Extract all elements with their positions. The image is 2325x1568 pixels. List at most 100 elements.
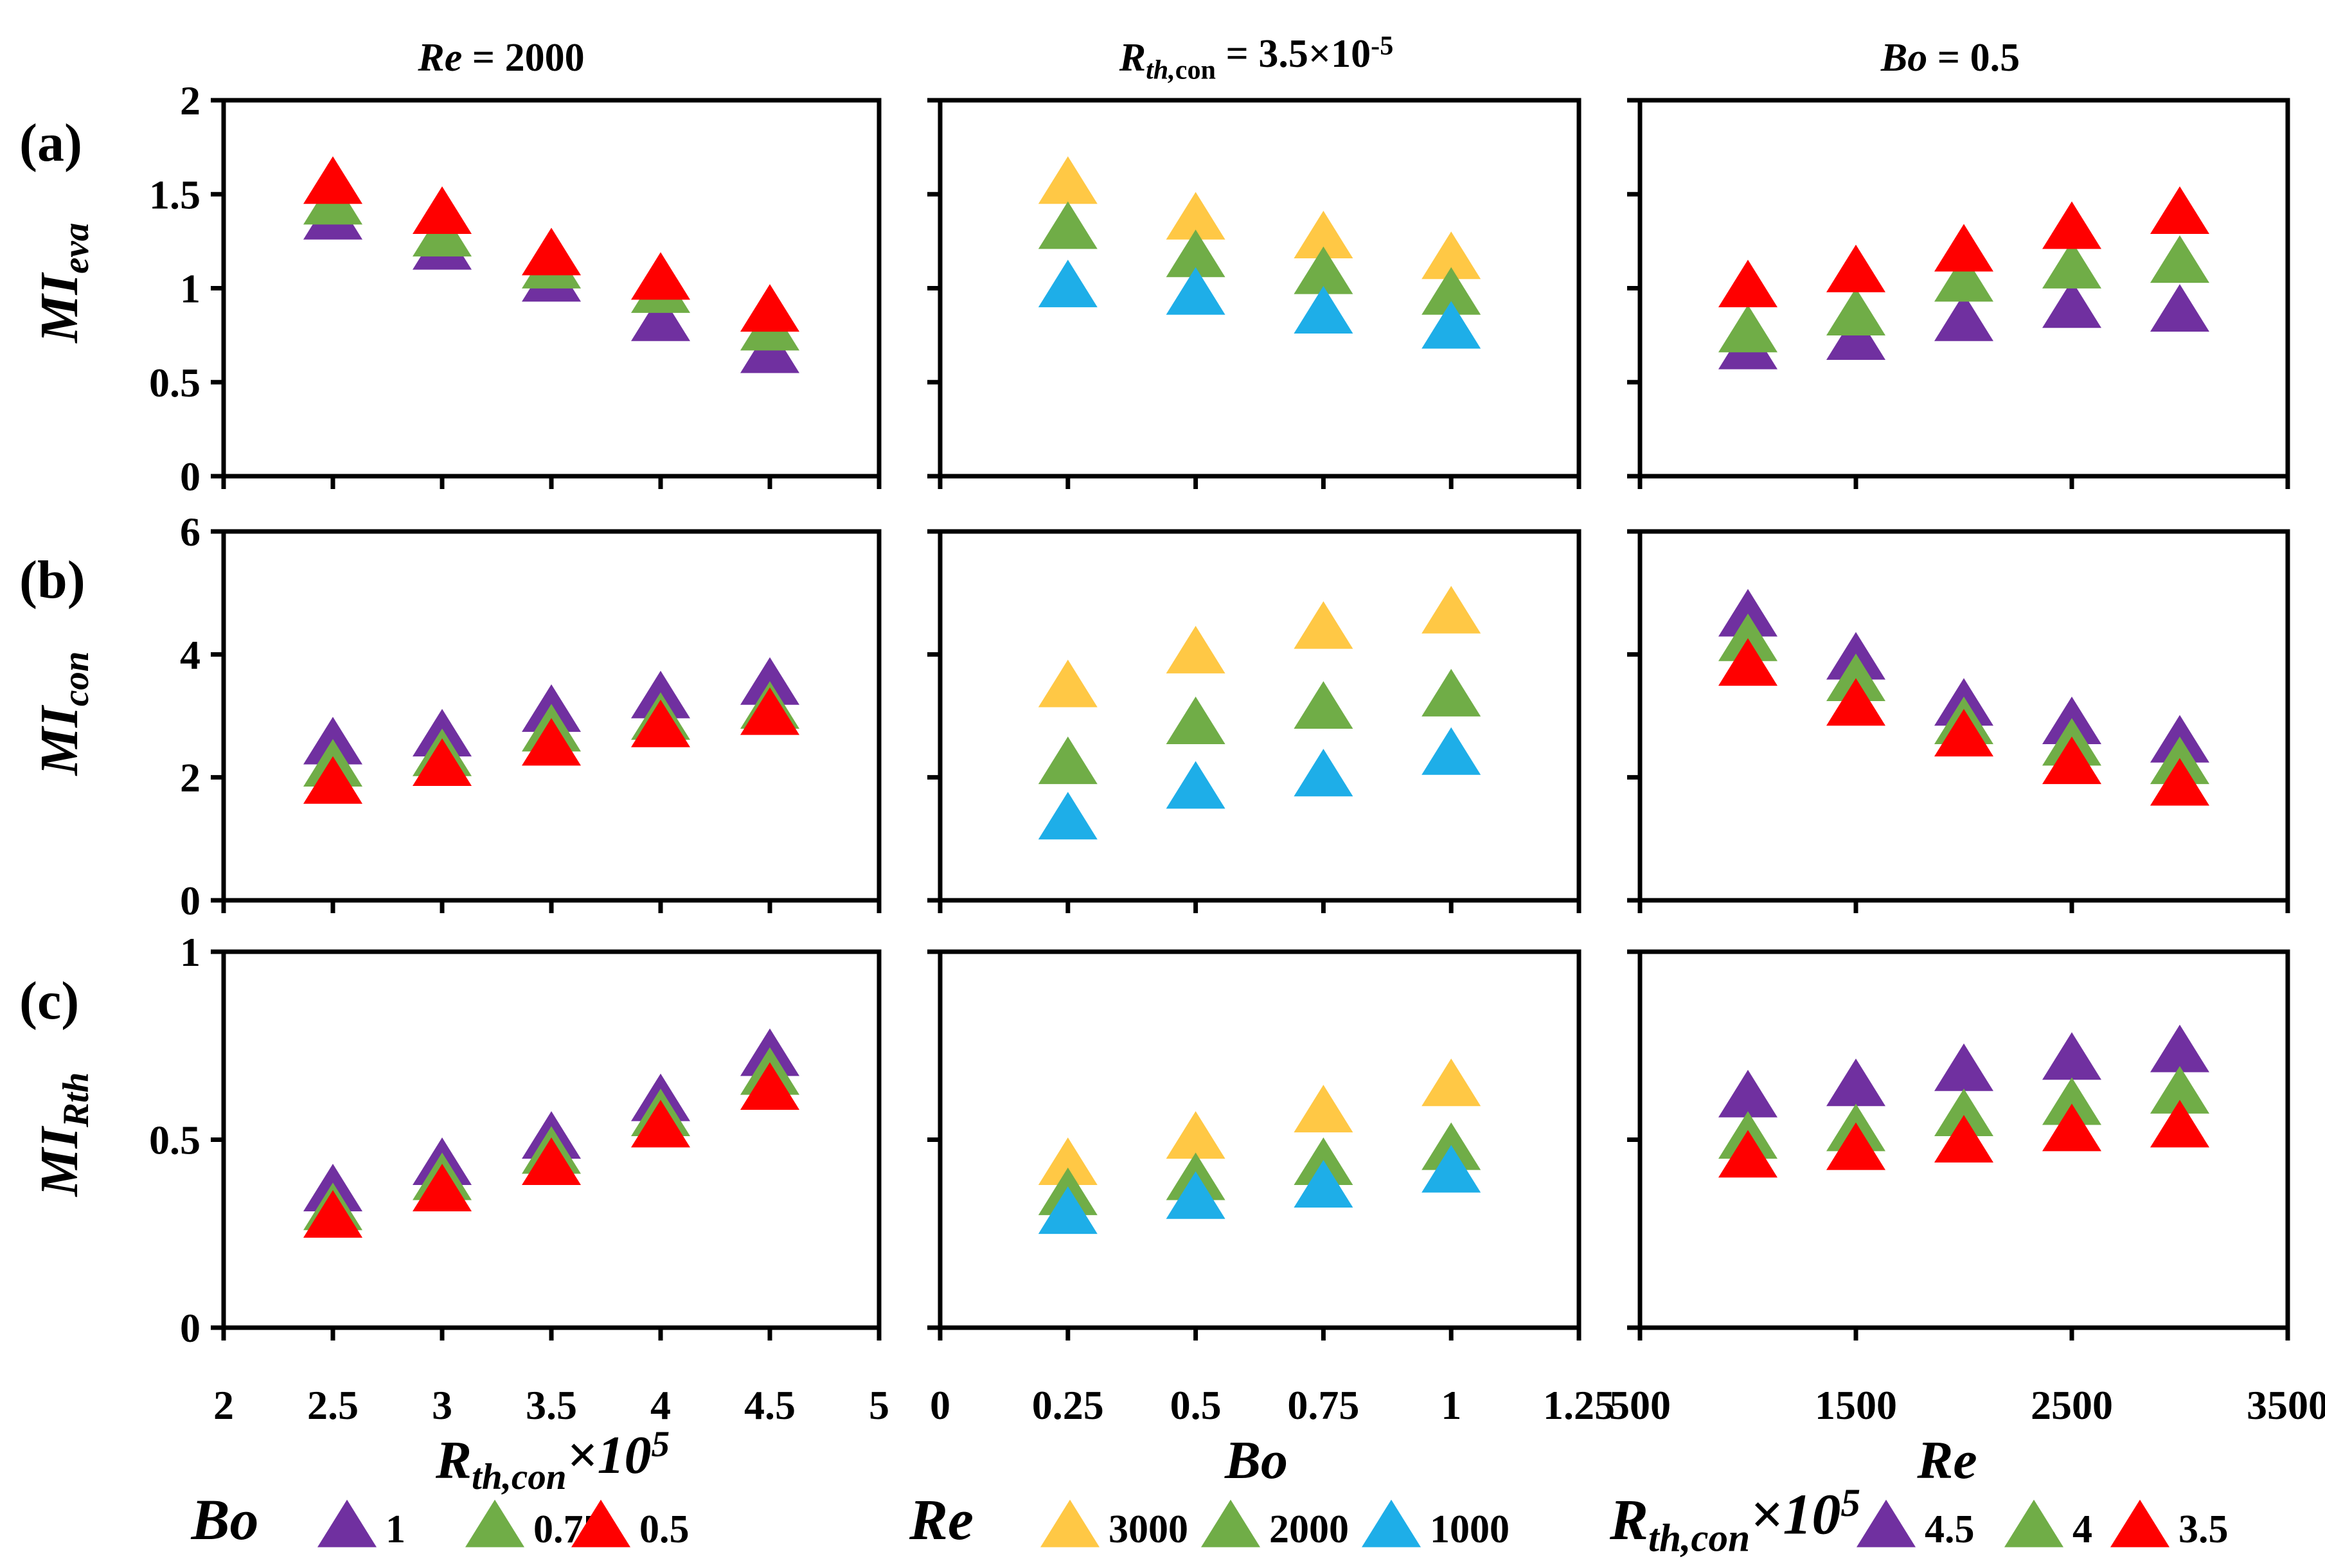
x-tick-label: 3500 xyxy=(2247,1382,2325,1428)
marker-red xyxy=(2150,758,2209,806)
y-axis-label-group: MIRth xyxy=(30,1072,96,1197)
y-tick-label: 0.5 xyxy=(149,1118,200,1163)
marker-red xyxy=(522,227,581,276)
column-title: Re = 2000 xyxy=(417,36,584,80)
panel-c-right xyxy=(1627,949,2290,1341)
marker-red xyxy=(413,738,472,787)
marker-yellow xyxy=(1421,1058,1481,1107)
y-tick-label: 1 xyxy=(180,929,200,975)
marker-red xyxy=(1718,1130,1777,1178)
marker-blue xyxy=(1038,260,1098,308)
marker-red xyxy=(740,687,799,735)
panel-label: (b) xyxy=(19,550,85,610)
legend-marker-green xyxy=(465,1499,524,1547)
legend-title: Re xyxy=(909,1488,974,1552)
x-tick-label: 1500 xyxy=(1815,1382,1897,1428)
marker-red xyxy=(1934,224,1993,272)
marker-purple xyxy=(2042,1032,2101,1080)
x-tick-label: 0.75 xyxy=(1287,1382,1359,1428)
marker-blue xyxy=(1038,792,1098,840)
marker-red xyxy=(1934,1114,1993,1163)
marker-yellow xyxy=(1294,1085,1353,1133)
legend-marker-red xyxy=(571,1499,630,1547)
panel-b-right xyxy=(1627,529,2290,913)
legend-marker-purple xyxy=(1857,1499,1916,1547)
legend-marker-green xyxy=(1201,1499,1260,1547)
marker-green xyxy=(2042,1077,2101,1125)
marker-red xyxy=(2042,736,2101,785)
marker-blue xyxy=(1166,267,1225,315)
legend-marker-red xyxy=(2110,1499,2169,1547)
marker-yellow xyxy=(1166,625,1225,673)
panel-c-left: 00.51 xyxy=(149,929,882,1351)
y-tick-label: 0 xyxy=(180,1305,200,1351)
legend-item-label: 1000 xyxy=(1430,1508,1510,1551)
legend-item-label: 4.5 xyxy=(1925,1508,1975,1551)
legend-item-label: 4 xyxy=(2072,1508,2092,1551)
column-title: Bo = 0.5 xyxy=(1880,36,2020,80)
x-axis-label: Rth,con×105 xyxy=(435,1424,670,1497)
legend-item-label: 1 xyxy=(386,1508,405,1551)
legend-left: Bo 1 0.75 0.5 xyxy=(190,1488,689,1552)
marker-green xyxy=(1294,681,1353,729)
marker-red xyxy=(522,1137,581,1186)
panel-a-right xyxy=(1627,98,2290,489)
y-tick-label: 1 xyxy=(180,266,200,312)
marker-yellow xyxy=(1038,659,1098,708)
marker-purple xyxy=(1934,293,1993,341)
marker-blue xyxy=(1038,1186,1098,1234)
marker-purple xyxy=(631,293,690,341)
marker-red xyxy=(303,156,362,204)
marker-red xyxy=(631,252,690,300)
marker-green xyxy=(1294,246,1353,294)
marker-purple xyxy=(2042,280,2101,328)
x-tick-label: 0.25 xyxy=(1032,1382,1104,1428)
y-tick-label: 4 xyxy=(180,632,200,677)
column-title: Rth,con = 3.5×10-5 xyxy=(1119,31,1394,85)
marker-red xyxy=(631,699,690,747)
marker-green xyxy=(2042,240,2101,289)
marker-red xyxy=(2042,1103,2101,1152)
marker-red xyxy=(303,1189,362,1238)
y-tick-label: 2 xyxy=(180,755,200,801)
marker-green xyxy=(2150,1065,2209,1114)
marker-green xyxy=(1166,696,1225,744)
marker-yellow xyxy=(1421,585,1481,634)
marker-blue xyxy=(1421,727,1481,775)
panel-label: (c) xyxy=(19,971,79,1031)
marker-green xyxy=(1826,287,1885,335)
panel-b-left: 0 2 4 6 xyxy=(180,509,882,923)
legend-item-label: 2000 xyxy=(1269,1508,1349,1551)
legend-item-label: 0.5 xyxy=(639,1508,690,1551)
x-axis-label: Bo xyxy=(1224,1430,1288,1490)
marker-green xyxy=(1718,305,1777,353)
marker-yellow xyxy=(1038,1137,1098,1186)
marker-red xyxy=(631,1100,690,1148)
y-tick-label: 6 xyxy=(180,509,200,555)
panel-label: (a) xyxy=(19,113,82,173)
y-axis-label: MIRth xyxy=(30,1072,96,1197)
legend-middle: Re 3000 2000 1000 xyxy=(909,1488,1510,1552)
panel-c-middle xyxy=(927,949,1581,1341)
x-tick-label: 4.5 xyxy=(744,1382,796,1428)
x-tick-label: 4 xyxy=(650,1382,671,1428)
legend-marker-blue xyxy=(1362,1499,1421,1547)
marker-green xyxy=(2150,235,2209,283)
plot-frame xyxy=(938,529,1581,903)
legend-marker-yellow xyxy=(1040,1499,1100,1547)
panel-a-middle xyxy=(927,98,1581,489)
marker-green xyxy=(1421,668,1481,717)
marker-blue xyxy=(1421,1145,1481,1193)
marker-red xyxy=(1718,638,1777,686)
x-tick-label: 5 xyxy=(869,1382,889,1428)
marker-purple xyxy=(1934,1043,1993,1091)
x-tick-label: 0 xyxy=(930,1382,950,1428)
marker-red xyxy=(1826,678,1885,726)
marker-purple xyxy=(2150,284,2209,332)
marker-red xyxy=(740,1062,799,1110)
marker-blue xyxy=(1294,1160,1353,1208)
marker-yellow xyxy=(1166,1111,1225,1159)
marker-green xyxy=(1934,1089,1993,1136)
